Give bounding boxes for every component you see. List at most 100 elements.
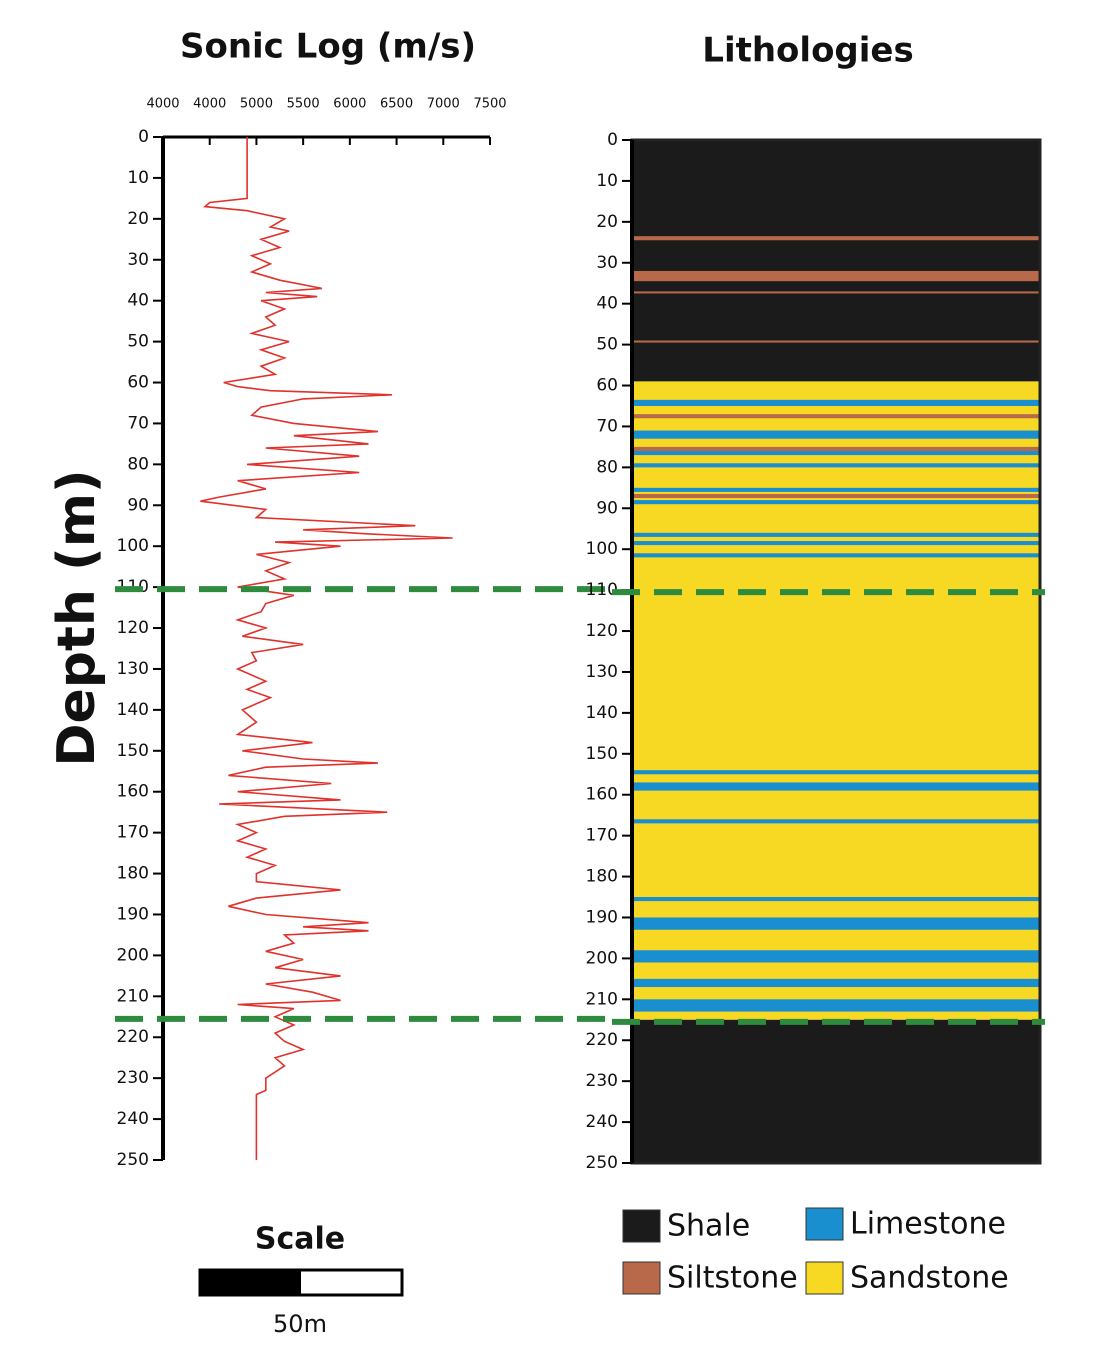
x-tick-label: 6000 xyxy=(333,97,366,112)
bed xyxy=(632,999,1040,1012)
y-tick-label: 40 xyxy=(127,291,149,311)
y-tick-label: 240 xyxy=(117,1109,149,1129)
sonic-line xyxy=(200,137,453,1160)
bed xyxy=(632,493,1040,499)
y-tick-label: 50 xyxy=(596,335,618,355)
y-tick-label: 140 xyxy=(586,703,618,723)
scale-label: 50m xyxy=(273,1310,327,1338)
y-tick-label: 40 xyxy=(596,294,618,314)
bed xyxy=(632,463,1040,468)
scale-title: Scale xyxy=(255,1222,345,1257)
y-tick-label: 130 xyxy=(117,659,149,679)
bed xyxy=(632,446,1040,451)
y-tick-label: 10 xyxy=(596,171,618,191)
y-tick-label: 150 xyxy=(117,741,149,761)
y-tick-label: 190 xyxy=(117,904,149,924)
y-tick-label: 220 xyxy=(117,1027,149,1047)
y-axis-label: Depth (m) xyxy=(47,469,107,766)
y-tick-label: 110 xyxy=(586,580,618,600)
bed xyxy=(632,500,1040,505)
y-tick-label: 210 xyxy=(117,986,149,1006)
y-tick-label: 230 xyxy=(586,1071,618,1091)
y-tick-label: 90 xyxy=(127,495,149,515)
y-tick-label: 30 xyxy=(596,253,618,273)
y-tick-label: 160 xyxy=(117,782,149,802)
bed xyxy=(632,340,1040,343)
legend-label: Limestone xyxy=(850,1207,1006,1242)
x-tick-label: 6500 xyxy=(380,97,413,112)
legend-label: Siltstone xyxy=(667,1261,798,1296)
y-tick-label: 200 xyxy=(586,948,618,968)
y-tick-label: 130 xyxy=(586,662,618,682)
bed xyxy=(632,782,1040,791)
bed xyxy=(632,978,1040,988)
y-tick-label: 230 xyxy=(117,1068,149,1088)
x-tick-label: 5000 xyxy=(240,97,273,112)
y-tick-label: 180 xyxy=(117,864,149,884)
legend-label: Shale xyxy=(667,1209,750,1244)
y-tick-label: 60 xyxy=(127,373,149,393)
y-tick-label: 190 xyxy=(586,907,618,927)
bed xyxy=(632,532,1040,537)
scale-bar-fill xyxy=(200,1270,301,1295)
y-tick-label: 250 xyxy=(117,1150,149,1170)
bed xyxy=(632,291,1040,294)
bed xyxy=(632,487,1040,492)
x-tick-label: 7500 xyxy=(473,97,506,112)
y-tick-label: 120 xyxy=(586,621,618,641)
bed xyxy=(632,450,1040,456)
y-tick-label: 250 xyxy=(586,1153,618,1173)
y-tick-label: 80 xyxy=(596,457,618,477)
x-tick-label: 7000 xyxy=(427,97,460,112)
bed xyxy=(632,430,1040,439)
y-tick-label: 100 xyxy=(117,536,149,556)
y-tick-label: 90 xyxy=(596,498,618,518)
chart-title: Lithologies xyxy=(702,31,913,71)
bed xyxy=(632,917,1040,930)
y-tick-label: 70 xyxy=(127,413,149,433)
y-tick-label: 160 xyxy=(586,785,618,805)
bed xyxy=(632,950,1040,963)
y-tick-label: 0 xyxy=(138,127,149,147)
bed xyxy=(632,541,1040,546)
legend-swatch xyxy=(622,1261,661,1295)
y-tick-label: 120 xyxy=(117,618,149,638)
y-tick-label: 170 xyxy=(117,823,149,843)
y-tick-label: 0 xyxy=(607,130,618,150)
y-tick-label: 170 xyxy=(586,826,618,846)
bed xyxy=(632,140,1040,382)
legend-label: Sandstone xyxy=(850,1261,1009,1296)
y-tick-label: 80 xyxy=(127,454,149,474)
y-tick-label: 70 xyxy=(596,416,618,436)
y-tick-label: 200 xyxy=(117,945,149,965)
y-tick-label: 220 xyxy=(586,1030,618,1050)
bed xyxy=(632,897,1040,902)
y-tick-label: 210 xyxy=(586,989,618,1009)
bed xyxy=(632,770,1040,775)
x-tick-label: 4000 xyxy=(146,97,179,112)
bed xyxy=(632,1019,1040,1163)
y-tick-label: 180 xyxy=(586,867,618,887)
bed xyxy=(632,553,1040,558)
y-tick-label: 150 xyxy=(586,744,618,764)
legend-swatch xyxy=(622,1209,661,1243)
bed xyxy=(632,414,1040,419)
x-tick-label: 4000 xyxy=(193,97,226,112)
legend-swatch xyxy=(805,1261,844,1295)
y-tick-label: 30 xyxy=(127,250,149,270)
y-tick-label: 60 xyxy=(596,376,618,396)
x-tick-label: 5500 xyxy=(287,97,320,112)
chart-title: Sonic Log (m/s) xyxy=(180,27,476,67)
bed xyxy=(632,819,1040,824)
y-tick-label: 100 xyxy=(586,539,618,559)
bed xyxy=(632,236,1040,241)
y-tick-label: 20 xyxy=(596,212,618,232)
y-tick-label: 240 xyxy=(586,1112,618,1132)
legend-swatch xyxy=(805,1207,844,1241)
bed xyxy=(632,270,1040,282)
bed xyxy=(632,399,1040,406)
y-tick-label: 10 xyxy=(127,168,149,188)
y-tick-label: 20 xyxy=(127,209,149,229)
y-tick-label: 140 xyxy=(117,700,149,720)
